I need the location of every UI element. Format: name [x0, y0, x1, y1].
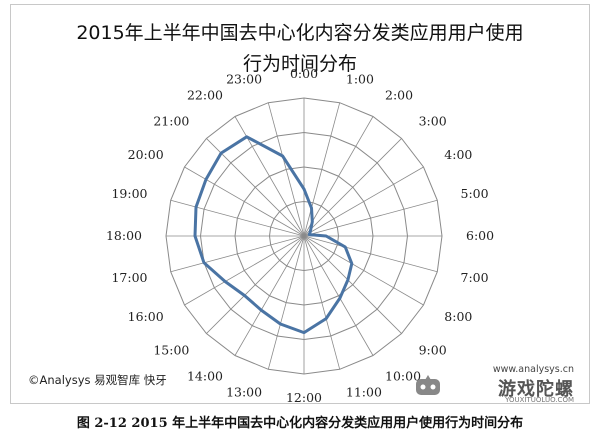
tick-label: 10:00 — [385, 368, 421, 383]
grid-spoke — [206, 235, 305, 334]
tick-label: 22:00 — [187, 88, 223, 103]
grid-spoke — [303, 235, 341, 370]
tick-label: 11:00 — [346, 385, 382, 400]
tick-label: 13:00 — [226, 385, 262, 400]
tick-label: 12:00 — [286, 390, 322, 405]
tick-label: 19:00 — [111, 186, 147, 201]
tick-label: 0:00 — [290, 66, 318, 81]
grid-spoke — [234, 235, 305, 356]
watermark-url: www.analysys.cn — [492, 364, 574, 375]
watermark-sub: YOUXITUOLUO.COM — [505, 396, 574, 404]
grid-spoke — [267, 235, 305, 370]
radar-tick-labels: 0:00 1:00 2:00 3:00 4:00 5:00 6:00 7:00 8:00 9:00… — [106, 66, 494, 405]
tick-label: 23:00 — [226, 72, 262, 87]
grid-spoke — [303, 102, 341, 237]
grid-spoke — [303, 166, 424, 237]
grid-spoke — [234, 116, 305, 237]
grid-spoke — [303, 235, 424, 306]
tick-label: 20:00 — [128, 147, 164, 162]
grid-spoke — [170, 235, 305, 273]
figure-caption: 图 2-12 2015 年上半年中国去中心化内容分发类应用用户使用行为时间分布 — [76, 416, 524, 431]
chart-title-line2: 行为时间分布 — [242, 53, 357, 75]
watermark-icon — [416, 375, 440, 395]
source-credit: ©Analysys 易观智库 快牙 — [28, 373, 167, 387]
grid-spoke — [170, 199, 305, 237]
series-line — [193, 135, 354, 335]
tick-label: 2:00 — [385, 88, 413, 103]
tick-label: 18:00 — [106, 228, 142, 243]
tick-label: 17:00 — [111, 270, 147, 285]
tick-label: 16:00 — [128, 309, 164, 324]
tick-label: 7:00 — [461, 270, 489, 285]
grid-spoke — [303, 199, 438, 237]
tick-label: 5:00 — [461, 186, 489, 201]
tick-label: 21:00 — [153, 113, 189, 128]
watermark-name: 游戏陀螺 — [498, 379, 574, 400]
grid-spoke — [303, 116, 374, 237]
radar-grid — [165, 97, 443, 375]
grid-spoke — [303, 138, 402, 237]
grid-spoke — [206, 138, 305, 237]
grid-spoke — [184, 166, 305, 237]
tick-label: 15:00 — [153, 343, 189, 358]
tick-label: 6:00 — [466, 228, 494, 243]
grid-spoke — [303, 235, 374, 356]
tick-label: 1:00 — [346, 72, 374, 87]
chart-frame — [10, 4, 590, 404]
tick-label: 9:00 — [419, 343, 447, 358]
chart-title-line1: 2015年上半年中国去中心化内容分发类应用用户使用 — [76, 22, 524, 44]
grid-spoke — [184, 235, 305, 306]
tick-label: 3:00 — [419, 113, 447, 128]
grid-spoke — [267, 102, 305, 237]
watermark-logo: www.analysys.cn 游戏陀螺 YOUXITUOLUO.COM — [414, 364, 574, 404]
tick-label: 8:00 — [444, 309, 472, 324]
grid-spoke — [303, 235, 438, 273]
tick-label: 4:00 — [444, 147, 472, 162]
grid-spoke — [303, 235, 402, 334]
tick-label: 14:00 — [187, 368, 223, 383]
